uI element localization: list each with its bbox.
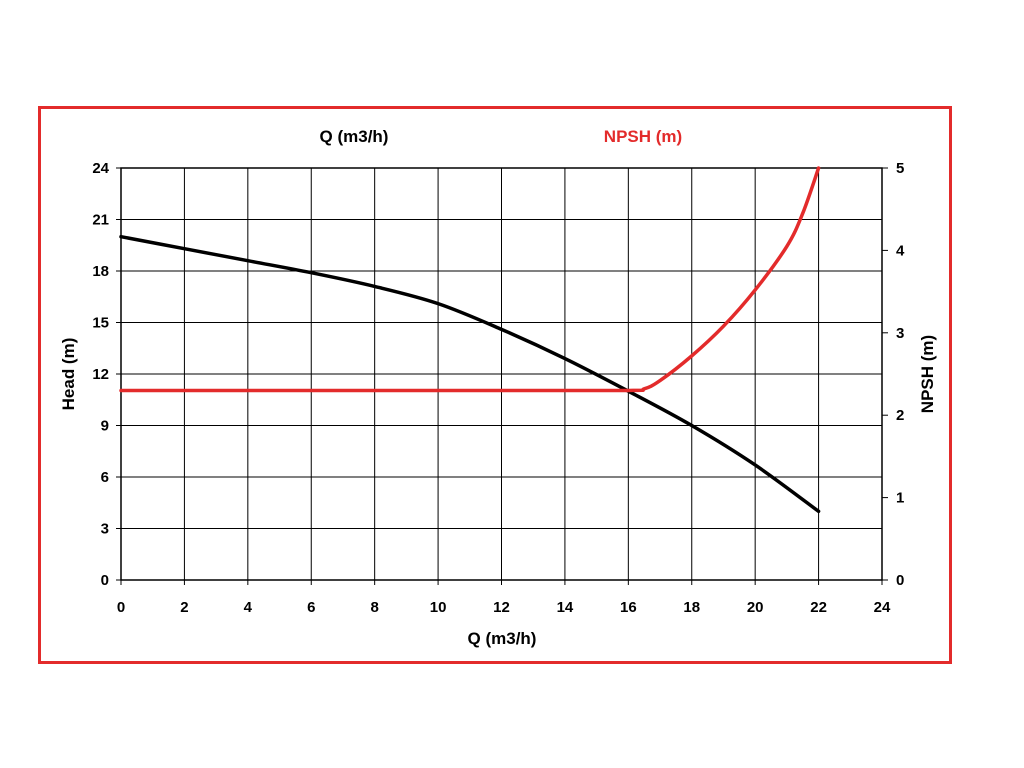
x-tick-label: 12 <box>493 599 510 616</box>
chart-frame <box>38 106 952 664</box>
y2-tick-label: 4 <box>896 242 905 259</box>
y-tick-label: 0 <box>101 572 109 589</box>
y-tick-label: 24 <box>92 160 109 177</box>
series-lines <box>119 166 821 514</box>
y-tick-label: 12 <box>92 366 109 383</box>
y2-axis-label: NPSH (m) <box>918 335 937 413</box>
x-tick-label: 0 <box>117 599 125 616</box>
legend-flow-label: Q (m3/h) <box>320 127 389 146</box>
x-tick-label: 2 <box>180 599 188 616</box>
head-curve <box>119 234 821 514</box>
axis-ticks: 0 2 4 6 8 10 12 14 16 18 20 22 240369121518212401234… <box>92 160 905 616</box>
x-tick-label: 16 <box>620 599 637 616</box>
x-tick-label: 10 <box>430 599 447 616</box>
x-tick-label: 18 <box>683 599 700 616</box>
y-tick-label: 9 <box>101 418 109 435</box>
npsh-curve <box>119 166 821 393</box>
y-tick-label: 3 <box>101 521 109 538</box>
y2-tick-label: 1 <box>896 490 904 507</box>
y-tick-label: 15 <box>92 315 109 332</box>
y2-tick-label: 2 <box>896 407 904 424</box>
y-tick-label: 21 <box>92 212 109 229</box>
y-axis-label: Head (m) <box>59 338 78 411</box>
x-tick-label: 24 <box>874 599 891 616</box>
x-tick-label: 14 <box>557 599 574 616</box>
x-axis-label: Q (m3/h) <box>468 629 537 648</box>
x-tick-label: 6 <box>307 599 315 616</box>
x-tick-label: 4 <box>244 599 253 616</box>
y2-tick-label: 5 <box>896 160 904 177</box>
x-tick-label: 20 <box>747 599 764 616</box>
x-tick-label: 8 <box>370 599 378 616</box>
grid <box>120 167 883 581</box>
y2-tick-label: 0 <box>896 572 904 589</box>
y2-tick-label: 3 <box>896 325 904 342</box>
y-tick-label: 18 <box>92 263 109 280</box>
x-tick-label: 22 <box>810 599 827 616</box>
y-tick-label: 6 <box>101 469 109 486</box>
legend-npsh-label: NPSH (m) <box>604 127 682 146</box>
